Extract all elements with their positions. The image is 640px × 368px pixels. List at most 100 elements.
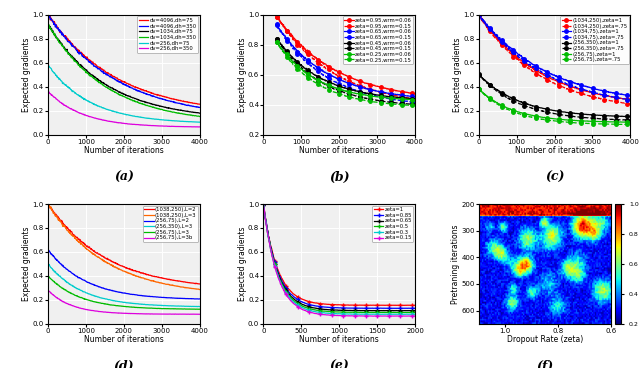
zeta=0.15	[370, 314, 378, 318]
zeta=0.95,wrm=0.06	[360, 80, 368, 85]
(1034,75),zeta=.75	[626, 98, 634, 102]
dv=1034,dh=350	[44, 21, 52, 25]
zeta=0.65,wrm=0.06	[360, 86, 367, 90]
dv=1034,dh=350	[63, 49, 70, 54]
(1034,75),zeta=1	[627, 93, 634, 98]
(1038,250),L=2	[154, 275, 162, 280]
(1038,250),L=3	[196, 287, 204, 292]
(1038,250),L=3	[44, 202, 52, 206]
dv=1034,dh=75	[44, 22, 52, 26]
zeta=0.5	[369, 310, 377, 315]
zeta=0.45,wrm=0.06	[290, 56, 298, 61]
zeta=0.15	[319, 312, 327, 317]
dv=1034,dh=350	[140, 102, 147, 107]
zeta=0.5	[319, 309, 327, 313]
Line: (1034,75),zeta=.75: (1034,75),zeta=.75	[477, 13, 632, 102]
dv=256,dh=75	[104, 107, 112, 112]
dv=4096,dh=350	[44, 11, 52, 15]
(256,75),L=3	[93, 300, 101, 305]
Line: dv=1034,dh=350: dv=1034,dh=350	[48, 23, 200, 117]
Line: zeta=0.85: zeta=0.85	[262, 204, 417, 310]
zeta=0.95,wrm=0.06	[318, 60, 326, 64]
dv=1034,dh=350	[154, 106, 162, 111]
(256,75),L=3b	[193, 312, 201, 316]
dv=256,dh=75	[195, 120, 203, 124]
(1034,75),zeta=.75	[570, 85, 578, 89]
(256,75),L=2	[44, 247, 52, 251]
zeta=0.85	[370, 306, 378, 311]
dv=1034,dh=75	[154, 103, 161, 107]
(1038,250),L=3	[140, 276, 148, 280]
Line: zeta=0.45,wrm=0.06: zeta=0.45,wrm=0.06	[275, 37, 417, 100]
Line: (256,350),zeta=1: (256,350),zeta=1	[477, 73, 632, 118]
zeta=0.95,wrm=0.06	[328, 66, 335, 70]
(1034,75),zeta=1	[625, 93, 633, 98]
zeta=0.15	[260, 201, 268, 205]
Text: (f): (f)	[536, 360, 553, 368]
(1034,250),zeta=1	[585, 90, 593, 94]
(1038,250),L=2	[63, 225, 70, 229]
(256,350),zeta=.75	[524, 105, 532, 109]
(256,350),zeta=1	[535, 106, 543, 110]
zeta=0.15	[396, 314, 403, 318]
Line: zeta=0.5: zeta=0.5	[262, 202, 417, 314]
zeta=0.25,wrm=0.15	[360, 98, 367, 102]
(1038,250),L=2	[44, 200, 52, 204]
zeta=0.25,wrm=0.06	[289, 60, 297, 64]
(256,75),L=2	[104, 287, 112, 292]
(256,75),zeta=1	[570, 118, 578, 123]
Line: (1038,250),L=3: (1038,250),L=3	[48, 204, 200, 290]
(256,350),zeta=1	[475, 73, 483, 77]
zeta=0.65,wrm=0.15	[290, 46, 298, 50]
zeta=0.45,wrm=0.06	[273, 36, 281, 41]
zeta=0.95,wrm=0.15	[318, 63, 326, 67]
Line: zeta=0.25,wrm=0.06: zeta=0.25,wrm=0.06	[275, 40, 417, 102]
Line: zeta=0.25,wrm=0.15: zeta=0.25,wrm=0.15	[275, 40, 417, 107]
dv=4096,dh=350	[154, 96, 162, 100]
dv=1034,dh=350	[104, 86, 112, 91]
zeta=0.25,wrm=0.15	[372, 100, 380, 105]
(1034,250),zeta=1	[535, 70, 543, 75]
zeta=1	[370, 303, 378, 307]
(256,350),zeta=1	[585, 112, 593, 117]
zeta=0.45,wrm=0.15	[372, 98, 380, 103]
dv=4096,dh=75	[154, 93, 162, 97]
Line: zeta=0.65,wrm=0.06: zeta=0.65,wrm=0.06	[275, 23, 417, 99]
(1038,250),L=3	[45, 202, 52, 206]
zeta=0.65	[411, 308, 419, 313]
(256,75),zeta=1	[524, 112, 532, 117]
(256,350),L=3	[93, 295, 101, 299]
(1034,250),zeta=1	[626, 98, 634, 102]
(1034,75),zeta=.75	[475, 12, 483, 17]
zeta=0.3	[369, 312, 377, 316]
zeta=0.15	[278, 284, 285, 289]
Line: dv=4096,dh=350: dv=4096,dh=350	[48, 13, 200, 107]
(256,350),L=3	[44, 262, 52, 267]
zeta=0.85	[411, 306, 419, 311]
(256,75),zeta=.75	[584, 121, 592, 125]
(256,75),L=3b	[93, 309, 101, 314]
zeta=0.45,wrm=0.06	[373, 93, 381, 97]
Line: dv=256,dh=75: dv=256,dh=75	[48, 65, 200, 122]
zeta=0.15	[411, 314, 419, 318]
zeta=0.85	[319, 305, 327, 309]
zeta=0.65,wrm=0.15	[360, 91, 368, 95]
(256,350),zeta=1	[627, 114, 634, 119]
(1034,75),zeta=.75	[524, 62, 532, 66]
zeta=0.95,wrm=0.06	[374, 84, 381, 88]
dv=4096,dh=350	[196, 105, 204, 110]
zeta=0.95,wrm=0.15	[328, 70, 335, 74]
Line: (256,75),zeta=1: (256,75),zeta=1	[477, 87, 632, 124]
zeta=0.25,wrm=0.15	[411, 103, 419, 107]
X-axis label: Number of iterations: Number of iterations	[515, 146, 595, 155]
dv=1034,dh=75	[104, 84, 112, 88]
(256,350),L=3	[154, 303, 161, 308]
zeta=0.65,wrm=0.06	[411, 95, 419, 99]
dv=1034,dh=75	[196, 111, 204, 116]
zeta=0.65,wrm=0.15	[273, 23, 280, 28]
(256,75),zeta=.75	[475, 86, 483, 91]
zeta=0.3	[278, 283, 285, 287]
(1034,75),zeta=1	[524, 59, 532, 63]
zeta=0.45,wrm=0.06	[411, 96, 419, 101]
(1034,250),zeta=.75	[524, 66, 532, 70]
